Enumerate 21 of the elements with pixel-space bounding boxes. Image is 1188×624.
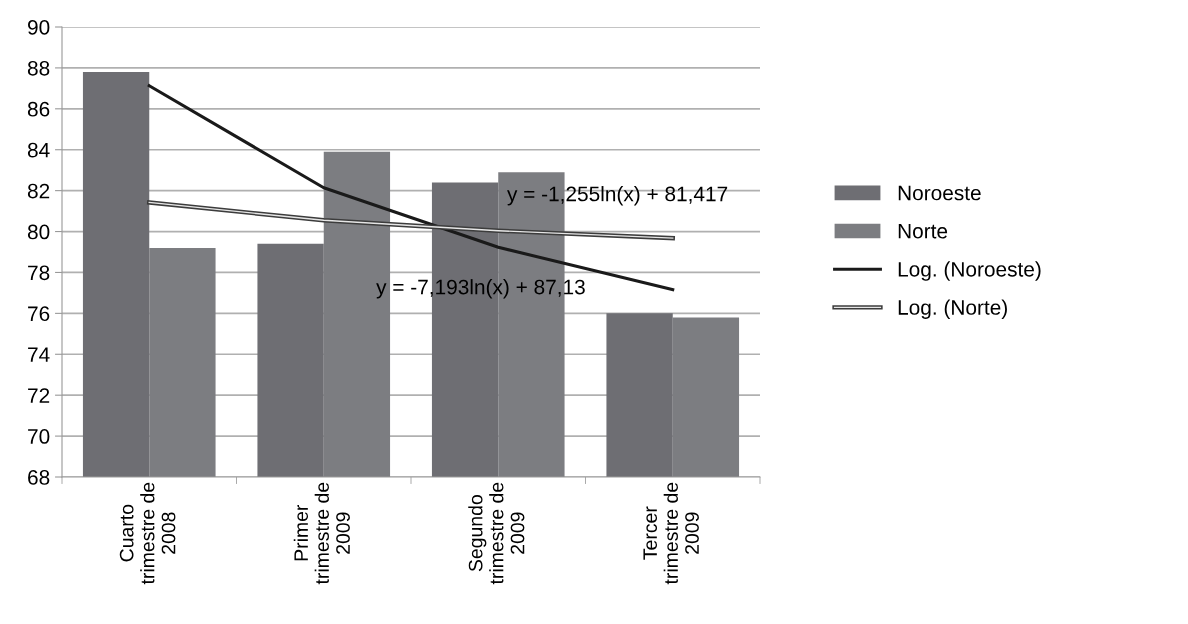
y-tick-label: 76 [28,306,50,322]
y-tick-label: 70 [28,429,50,444]
x-tick-label: Tercer trimestre de 2009 [643,482,699,585]
y-tick-label: 78 [28,265,50,281]
x-tick-label: Cuarto trimestre de 2008 [119,482,176,585]
y-tick-label: 72 [28,388,50,403]
y-tick-label: 80 [27,224,50,240]
x-tick-label: Segundo trimestre de 2009 [468,482,525,585]
y-tick-label: 68 [28,470,50,485]
y-tick-label: 86 [27,101,50,117]
x-tick-label: Primer trimestre de 2009 [293,482,350,585]
legend-label: Norte [898,223,948,239]
annotation: y = -1,255ln(x) + 81,417 [507,186,728,206]
legend-label: Log. (Norte) [898,299,1007,319]
y-tick-label: 82 [27,183,50,199]
y-tick-label: 84 [27,142,50,158]
legend-label: Log. (Noroeste) [898,261,1041,281]
y-tick-label: 74 [28,347,50,362]
y-tick-label: 90 [28,20,50,35]
legend-label: Noroeste [898,185,981,201]
y-tick-label: 88 [27,60,50,76]
